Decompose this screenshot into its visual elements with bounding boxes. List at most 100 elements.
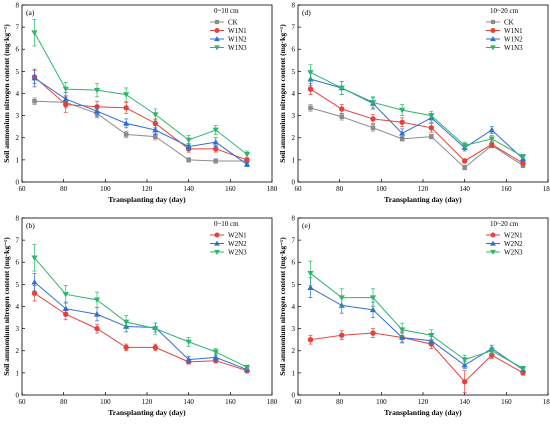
- legend-entry: W2N3: [504, 248, 523, 256]
- y-tick-label: 2: [16, 134, 20, 142]
- y-tick-label: 6: [292, 46, 296, 54]
- x-tick-label: 160: [501, 398, 512, 406]
- legend-marker: [490, 232, 496, 238]
- legend-entry: CK: [228, 18, 238, 26]
- data-point: [369, 100, 377, 106]
- legend-entry: W2N3: [228, 248, 247, 256]
- y-tick-label: 7: [292, 24, 296, 32]
- data-point: [519, 154, 527, 160]
- data-point: [488, 136, 495, 142]
- series-line: [310, 72, 524, 157]
- data-point: [123, 319, 130, 326]
- data-point: [152, 126, 159, 133]
- data-point: [461, 379, 468, 385]
- data-point: [370, 116, 376, 122]
- data-point: [307, 86, 314, 92]
- data-point: [307, 70, 314, 76]
- data-point: [489, 141, 495, 148]
- x-tick-label: 120: [142, 398, 153, 406]
- y-tick-label: 4: [16, 90, 20, 98]
- data-point: [399, 334, 406, 340]
- data-point: [62, 305, 69, 312]
- data-point: [32, 98, 37, 104]
- x-tick-label: 140: [459, 398, 470, 406]
- series-W2N3: [307, 260, 527, 372]
- series-W1N2: [31, 68, 251, 167]
- x-tick-label: 160: [225, 185, 236, 193]
- y-tick-label: 4: [292, 303, 296, 311]
- y-tick-label: 6: [16, 259, 20, 267]
- data-point: [212, 354, 219, 360]
- y-tick-label: 0: [292, 178, 296, 186]
- panel-label: (a): [26, 8, 35, 17]
- series-line: [34, 281, 248, 371]
- legend-entry: CK: [504, 18, 514, 26]
- legend-marker: [214, 45, 220, 51]
- data-point: [213, 146, 219, 152]
- series-W2N2: [307, 277, 527, 373]
- x-tick-label: 80: [336, 185, 344, 193]
- y-tick-label: 3: [16, 325, 20, 333]
- series-line: [34, 76, 248, 161]
- legend-marker: [214, 249, 220, 255]
- legend-entry: W2N1: [504, 231, 523, 239]
- y-tick-label: 4: [16, 303, 20, 311]
- y-tick-label: 2: [16, 347, 20, 355]
- y-axis-label: Soil ammonium nitrogen content (mg·kg⁻¹): [278, 24, 287, 163]
- x-tick-label: 140: [183, 398, 194, 406]
- data-point: [461, 143, 468, 149]
- chart-panel-3: 60 80 100 120 140 160 180 0 1 2 3 4 5 6 7 8 Transplantin…: [278, 214, 550, 417]
- x-tick-label: 60: [295, 185, 303, 193]
- data-point: [152, 120, 159, 127]
- data-point: [307, 336, 314, 343]
- legend-marker: [214, 28, 220, 33]
- series-W2N3: [31, 244, 251, 371]
- x-tick-label: 60: [19, 185, 27, 193]
- data-point: [123, 120, 130, 126]
- x-tick-label: 160: [501, 185, 512, 193]
- y-tick-label: 7: [16, 24, 20, 32]
- legend-entry: W1N1: [504, 27, 523, 35]
- legend-marker: [490, 240, 496, 246]
- series-line: [310, 332, 524, 383]
- legend-entry: W2N2: [228, 240, 247, 248]
- data-point: [94, 325, 100, 332]
- x-axis-label: Transplanting day (day): [384, 408, 462, 417]
- data-point: [370, 330, 376, 336]
- x-tick-label: 120: [142, 185, 153, 193]
- series-line: [310, 287, 524, 370]
- data-point: [519, 366, 527, 372]
- series-W1N1: [31, 69, 250, 163]
- data-point: [428, 113, 435, 119]
- data-point: [462, 165, 467, 170]
- data-point: [31, 255, 38, 261]
- data-point: [62, 95, 69, 102]
- data-point: [31, 74, 38, 81]
- y-tick-label: 5: [16, 281, 20, 289]
- data-point: [123, 105, 129, 111]
- x-tick-label: 80: [60, 185, 68, 193]
- data-point: [369, 306, 377, 313]
- y-tick-label: 1: [292, 369, 296, 377]
- legend-marker: [490, 249, 496, 255]
- data-point: [461, 158, 468, 164]
- x-tick-label: 100: [376, 398, 387, 406]
- data-point: [399, 107, 406, 114]
- data-point: [152, 326, 159, 332]
- chart-panel-1: 60 80 100 120 140 160 180 0 1 2 3 4 5 6 7 8 Transplantin…: [278, 1, 550, 204]
- series-line: [34, 257, 248, 368]
- data-point: [399, 327, 406, 333]
- legend-title: 10~20 cm: [490, 220, 519, 228]
- legend-title: 10~20 cm: [490, 7, 519, 15]
- y-tick-label: 1: [16, 156, 20, 164]
- data-point: [339, 106, 345, 112]
- legend-entry: W2N1: [228, 231, 247, 239]
- data-point: [212, 127, 219, 134]
- data-point: [307, 284, 314, 291]
- data-point: [461, 357, 468, 363]
- series-line: [310, 107, 524, 169]
- x-tick-label: 100: [376, 185, 387, 193]
- data-point: [307, 270, 314, 277]
